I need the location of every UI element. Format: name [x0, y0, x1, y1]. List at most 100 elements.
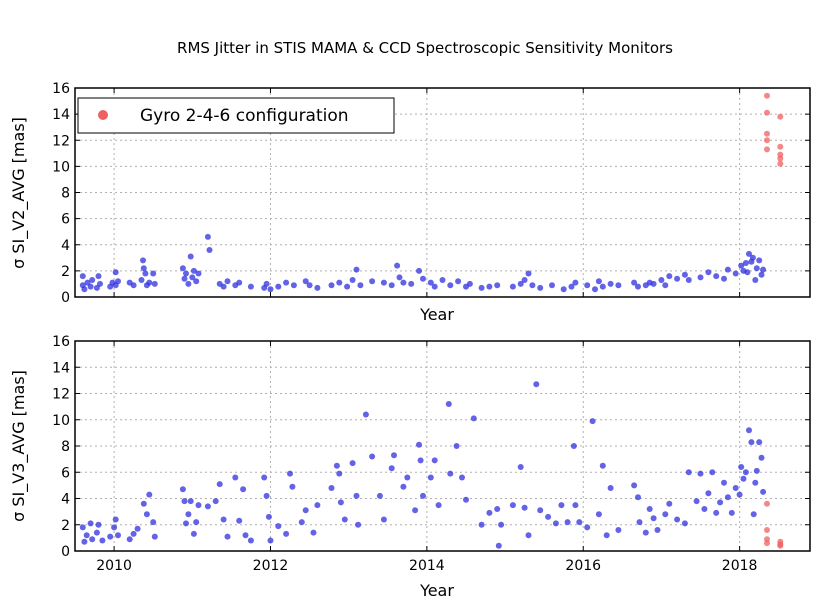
point-blue-v3: [521, 504, 528, 511]
chart-title: RMS Jitter in STIS MAMA & CCD Spectrosco…: [177, 39, 673, 57]
point-blue-v3: [420, 492, 426, 499]
point-blue-v3: [115, 532, 121, 539]
point-blue-v2: [713, 273, 720, 280]
point-blue-v3: [99, 537, 106, 544]
point-blue-v3: [595, 511, 602, 518]
point-blue-v2: [744, 269, 751, 276]
point-blue-v2: [509, 283, 516, 290]
point-blue-v3: [93, 529, 100, 536]
point-blue-v3: [151, 533, 158, 540]
point-blue-v2: [560, 286, 567, 293]
point-blue-v3: [445, 401, 452, 407]
point-blue-v3: [431, 457, 438, 464]
point-blue-v3: [328, 485, 335, 491]
point-blue-v2: [79, 273, 86, 280]
point-blue-v3: [603, 532, 610, 539]
point-blue-v2: [146, 279, 153, 286]
x-ticks-v2: [113, 88, 741, 297]
point-blue-v2: [189, 274, 196, 281]
point-blue-v3: [758, 454, 765, 461]
y-tick-label: 16: [52, 334, 70, 350]
point-blue-v3: [748, 439, 755, 446]
point-blue-v2: [87, 283, 94, 290]
point-blue-v3: [453, 443, 460, 449]
point-blue-v3: [314, 502, 321, 509]
y-tick-label: 6: [61, 212, 70, 228]
point-blue-v3: [576, 519, 583, 526]
point-blue-v2: [112, 269, 119, 276]
point-blue-v2: [369, 278, 376, 285]
point-red-v2: [764, 130, 770, 137]
x-axis-label-v3: Year: [419, 581, 454, 600]
point-blue-v3: [232, 474, 239, 481]
point-blue-v3: [681, 520, 688, 527]
point-blue-v3: [275, 523, 282, 530]
point-blue-v2: [224, 278, 231, 285]
y-axis-label-v2: σ SI_V2_AVG [mas]: [9, 117, 29, 269]
point-blue-v2: [150, 270, 157, 277]
point-blue-v2: [607, 280, 614, 287]
point-blue-v3: [242, 532, 249, 539]
points-v2: [79, 92, 784, 293]
point-blue-v2: [151, 280, 158, 287]
point-blue-v3: [134, 525, 141, 532]
point-blue-v2: [635, 283, 641, 290]
point-blue-v3: [126, 536, 133, 543]
y-tick-label: 10: [52, 413, 70, 429]
point-blue-v2: [568, 283, 575, 290]
point-blue-v3: [183, 520, 189, 527]
point-blue-v3: [646, 506, 653, 512]
x-tick-label: 2010: [96, 558, 132, 574]
point-blue-v3: [435, 502, 442, 509]
point-blue-v2: [314, 284, 321, 291]
point-blue-v2: [95, 273, 102, 280]
point-blue-v2: [746, 250, 752, 257]
point-blue-v2: [537, 284, 544, 291]
y-tick-label: 12: [52, 387, 70, 403]
point-blue-v3: [179, 486, 186, 493]
point-blue-v2: [427, 279, 434, 286]
point-red-v3: [764, 527, 770, 533]
point-blue-v2: [336, 279, 343, 286]
point-blue-v3: [494, 506, 501, 512]
point-blue-v3: [636, 519, 643, 526]
point-blue-v3: [752, 479, 759, 486]
point-red-v3: [764, 500, 770, 507]
point-blue-v2: [306, 282, 313, 289]
x-tick-label: 2016: [565, 558, 601, 574]
point-red-v2: [777, 155, 784, 162]
point-blue-v2: [738, 262, 745, 269]
point-blue-v2: [263, 280, 270, 287]
point-blue-v2: [494, 282, 501, 289]
point-blue-v3: [728, 509, 735, 516]
point-blue-v2: [615, 282, 622, 289]
point-blue-v3: [459, 474, 465, 481]
point-blue-v2: [455, 278, 462, 285]
point-red-v2: [777, 113, 784, 120]
point-blue-v2: [344, 283, 351, 290]
point-blue-v2: [283, 279, 290, 286]
grid-v3: [75, 341, 810, 551]
point-blue-v2: [486, 283, 493, 290]
y-axis-label-v3: σ SI_V3_AVG [mas]: [9, 370, 29, 522]
point-blue-v3: [287, 470, 293, 477]
point-blue-v3: [427, 474, 434, 481]
y-ticks-v2: 0 2 4 6 8 10 12 14 16: [52, 81, 810, 306]
point-blue-v3: [650, 515, 657, 522]
point-blue-v2: [328, 282, 335, 289]
point-blue-v3: [721, 479, 727, 486]
point-blue-v2: [353, 266, 360, 273]
point-blue-v3: [412, 507, 419, 514]
point-blue-v2: [724, 266, 731, 273]
point-blue-v3: [298, 519, 305, 526]
legend: Gyro 2-4-6 configuration: [77, 97, 395, 134]
y-tick-label: 6: [61, 465, 70, 481]
point-blue-v3: [537, 507, 544, 514]
y-tick-label: 0: [61, 290, 70, 306]
point-blue-v2: [431, 283, 438, 290]
point-blue-v3: [181, 498, 188, 505]
point-blue-v3: [662, 511, 669, 518]
legend-box: [77, 97, 395, 134]
point-blue-v3: [753, 467, 760, 474]
point-blue-v3: [111, 524, 118, 531]
